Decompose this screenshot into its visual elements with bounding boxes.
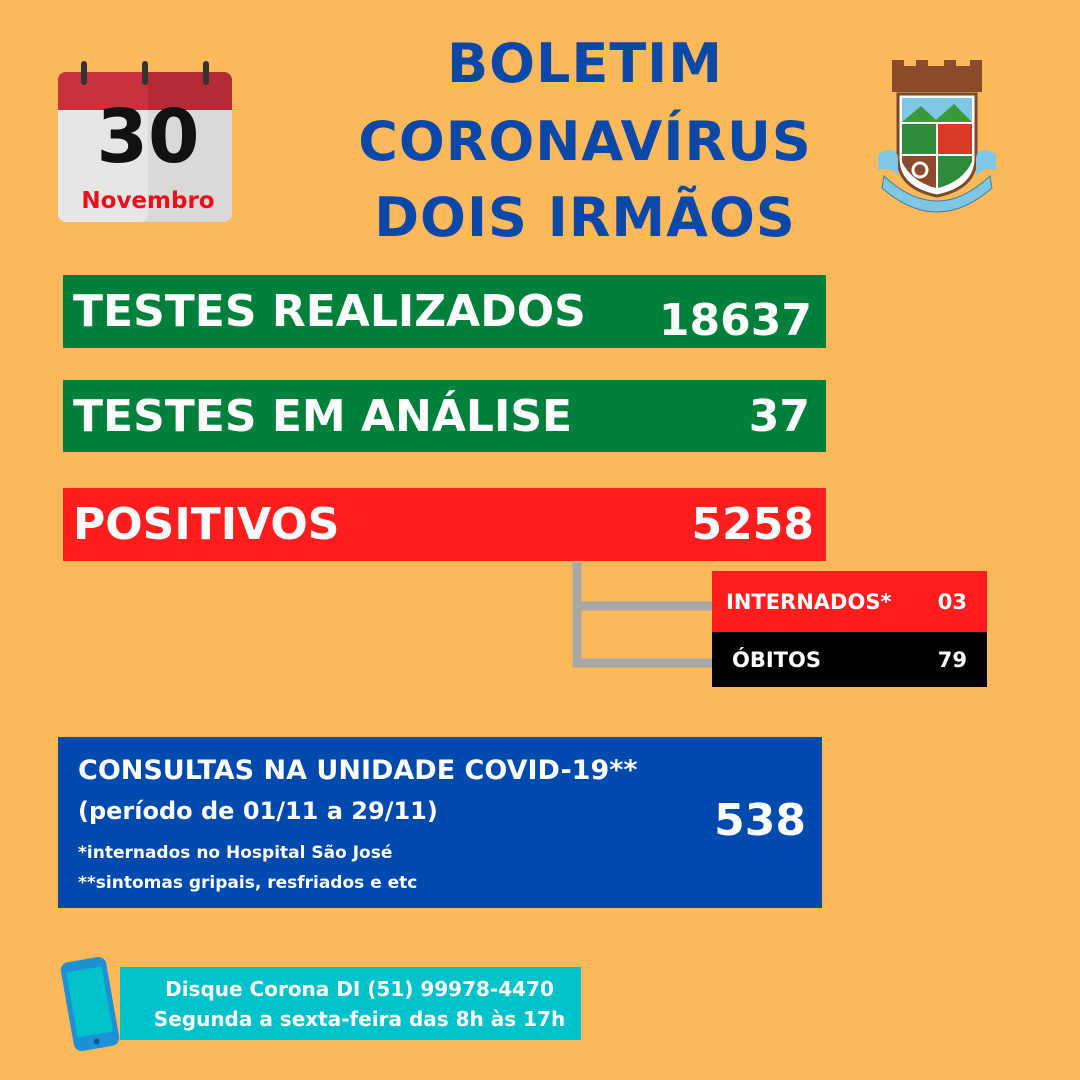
- stat-value: 37: [748, 390, 810, 442]
- coat-of-arms: [878, 60, 996, 213]
- contact-phone: Disque Corona DI (51) 99978-4470: [165, 977, 554, 1001]
- sub-stat-label: ÓBITOS: [732, 647, 821, 672]
- contact-hours: Segunda a sexta-feira das 8h às 17h: [153, 1007, 566, 1031]
- footnote: *internados no Hospital São José: [78, 843, 393, 863]
- title-line: CORONAVÍRUS: [358, 110, 812, 173]
- sub-stat-label: INTERNADOS*: [726, 589, 892, 614]
- calendar-icon: [58, 61, 232, 222]
- sub-stat-value: 79: [937, 647, 967, 672]
- sub-stat: INTERNADOS* 03: [712, 571, 987, 632]
- stat-label: POSITIVOS: [73, 499, 340, 550]
- consultas-box: CONSULTAS NA UNIDADE COVID-19** (período…: [58, 737, 822, 908]
- connector: [572, 562, 712, 668]
- stat-label: TESTES EM ANÁLISE: [73, 390, 573, 442]
- footnote: **sintomas gripais, resfriados e etc: [78, 873, 418, 893]
- sub-stat: ÓBITOS 79: [712, 632, 987, 687]
- consultas-title: CONSULTAS NA UNIDADE COVID-19**: [78, 755, 638, 786]
- calendar-month: Novembro: [81, 188, 215, 214]
- contact-box: Disque Corona DI (51) 99978-4470 Segunda…: [120, 967, 581, 1040]
- stat-bar: TESTES EM ANÁLISE 37: [63, 380, 826, 452]
- stat-value: 18637: [658, 295, 812, 346]
- stat-value: 5258: [691, 499, 814, 550]
- stat-label: TESTES REALIZADOS: [73, 286, 586, 337]
- title-line: DOIS IRMÃOS: [374, 186, 796, 249]
- title-line: BOLETIM: [446, 32, 724, 95]
- stat-bar: TESTES REALIZADOS 18637: [63, 275, 826, 348]
- stat-bar: POSITIVOS 5258: [63, 488, 826, 561]
- phone-icon: [60, 956, 120, 1052]
- consultas-period: (período de 01/11 a 29/11): [78, 797, 438, 825]
- sub-stat-value: 03: [937, 589, 967, 614]
- consultas-value: 538: [714, 795, 806, 846]
- calendar-day: 30: [96, 94, 200, 180]
